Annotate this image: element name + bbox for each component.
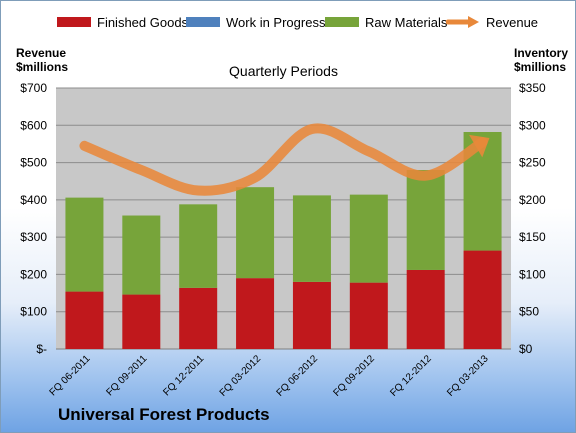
right-tick-label: $0: [519, 342, 533, 356]
category-label: FQ 09-2012: [331, 353, 377, 399]
left-tick-label: $300: [20, 230, 47, 244]
left-tick-label: $600: [20, 118, 47, 132]
left-tick-label: $400: [20, 193, 47, 207]
category-label: FQ 03-2013: [445, 353, 491, 399]
left-axis-title-line2: $millions: [16, 60, 69, 74]
right-tick-label: $100: [519, 267, 546, 281]
bar-finished-goods: [349, 282, 388, 349]
right-tick-label: $250: [519, 156, 546, 170]
category-label: FQ 06-2012: [275, 353, 321, 399]
legend: Finished Goods Work in Progress Raw Mate…: [1, 11, 575, 33]
legend-label-raw-materials: Raw Materials: [365, 14, 448, 30]
bar-raw-materials: [179, 204, 218, 288]
bar-raw-materials: [349, 194, 388, 283]
legend-wip: Work in Progress: [186, 11, 325, 33]
legend-swatch-finished-goods: [57, 17, 91, 27]
left-tick-label: $100: [20, 305, 47, 319]
left-axis-title: Revenue $millions: [16, 46, 68, 74]
bar-finished-goods: [463, 250, 502, 349]
right-tick-label: $200: [519, 193, 546, 207]
category-label: FQ 03-2012: [218, 353, 264, 399]
legend-label-finished-goods: Finished Goods: [97, 14, 189, 30]
legend-revenue: Revenue: [446, 11, 538, 33]
bar-raw-materials: [406, 170, 445, 270]
legend-raw-materials: Raw Materials: [325, 11, 447, 33]
right-tick-label: $350: [519, 81, 546, 95]
legend-label-wip: Work in Progress: [226, 14, 326, 30]
category-label: FQ 09-2011: [104, 353, 149, 398]
right-axis-title-line2: $millions: [514, 60, 567, 74]
bar-raw-materials: [236, 187, 275, 279]
bar-finished-goods: [179, 287, 218, 349]
company-footer: Universal Forest Products: [58, 405, 270, 424]
left-axis-title-line1: Revenue: [16, 46, 67, 60]
right-axis-title: Inventory $millions: [514, 46, 568, 74]
bar-raw-materials: [65, 197, 104, 292]
left-tick-label: $700: [20, 81, 47, 95]
revenue-line: [79, 123, 488, 196]
right-tick-label: $150: [519, 230, 546, 244]
legend-finished-goods: Finished Goods: [57, 11, 188, 33]
legend-swatch-wip: [186, 17, 220, 27]
left-tick-label: $-: [36, 342, 47, 356]
category-label: FQ 06-2011: [48, 353, 93, 398]
revenue-arrowhead: [469, 134, 490, 158]
right-tick-label: $300: [519, 118, 546, 132]
right-axis-title-line1: Inventory: [514, 46, 569, 60]
category-label: FQ 12-2012: [388, 353, 434, 399]
left-tick-label: $500: [20, 156, 47, 170]
bar-raw-materials: [292, 195, 331, 282]
legend-revenue-arrow-icon: [446, 16, 479, 28]
category-label: FQ 12-2011: [161, 353, 206, 398]
bar-finished-goods: [65, 291, 104, 349]
right-tick-label: $50: [519, 305, 539, 319]
bar-raw-materials: [122, 215, 161, 295]
legend-swatch-raw-materials: [325, 17, 359, 27]
bar-finished-goods: [292, 281, 331, 349]
left-tick-label: $200: [20, 267, 47, 281]
chart-title: Quarterly Periods: [229, 63, 338, 79]
bar-finished-goods: [236, 278, 275, 349]
legend-label-revenue: Revenue: [486, 14, 539, 30]
bar-finished-goods: [406, 269, 445, 349]
bar-finished-goods: [122, 294, 161, 349]
